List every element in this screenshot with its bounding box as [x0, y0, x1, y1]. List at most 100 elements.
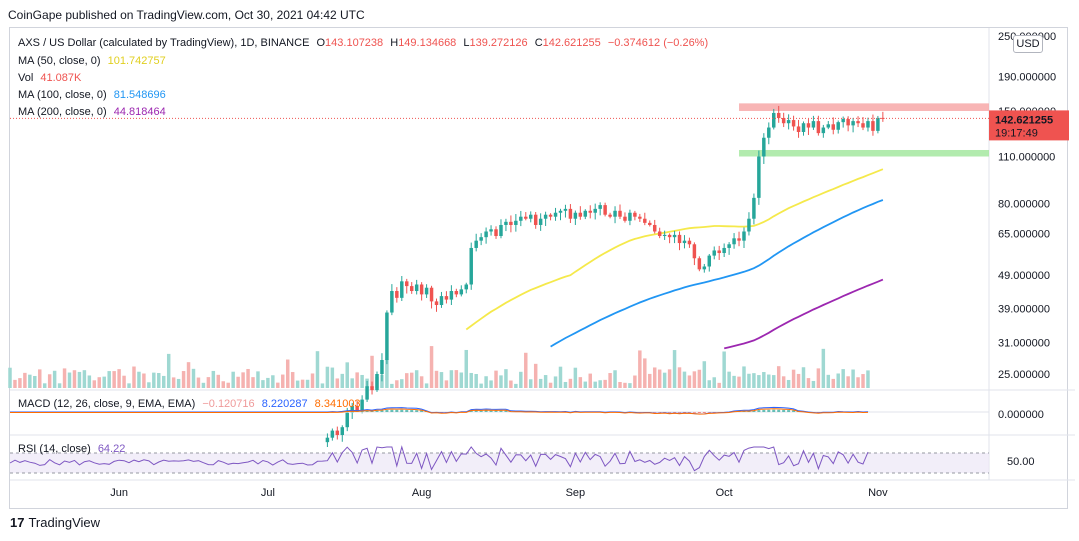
resistance-zone [739, 103, 989, 111]
candle-body [390, 291, 394, 313]
time-tick-label: Oct [716, 487, 733, 499]
candle-body [772, 112, 776, 128]
volume-bar [677, 367, 682, 388]
candle-body [529, 214, 533, 219]
macd-histogram-bar [415, 410, 419, 412]
volume-bar [112, 371, 116, 388]
volume-bar [588, 373, 592, 388]
volume-bar [672, 350, 677, 388]
volume-bar [419, 376, 424, 388]
candle-body [633, 212, 637, 217]
volume-bar [533, 363, 538, 388]
candle-body [419, 284, 424, 295]
candle-body [821, 127, 826, 134]
price-tick-label: 65.000000 [998, 229, 1050, 241]
macd-histogram-bar [752, 410, 756, 412]
volume-bar [132, 366, 136, 388]
macd-tick-label: 0.000000 [998, 409, 1044, 421]
chart-frame [9, 27, 1068, 509]
macd-histogram-bar [484, 410, 488, 412]
candle-body [543, 214, 548, 219]
legend-rsi-label: RSI (14, close) [18, 443, 91, 455]
volume-bar [811, 380, 816, 388]
legend-vol: Vol 41.087K [18, 72, 85, 84]
candle-body [340, 427, 345, 435]
candle-body [449, 291, 454, 300]
volume-bar [23, 372, 27, 388]
macd-signal-line [10, 408, 869, 415]
volume-bar [707, 380, 712, 388]
candle-body [712, 250, 716, 256]
volume-bar [747, 373, 751, 388]
candle-body [811, 121, 816, 128]
currency-selector[interactable]: USD [1013, 35, 1043, 53]
candle-body [325, 437, 330, 443]
volume-bar [370, 355, 374, 388]
candle-body [677, 234, 682, 244]
candle-body [791, 120, 796, 127]
volume-bar [732, 375, 736, 388]
candle-body [608, 214, 612, 217]
legend-ma50-label: MA (50, close, 0) [18, 55, 101, 67]
candle-body [548, 214, 553, 217]
volume-bar [801, 367, 806, 388]
footer-brand[interactable]: 17 TradingView [10, 515, 100, 530]
candle-body [335, 430, 340, 435]
volume-bar [424, 383, 429, 388]
volume-bar [841, 369, 845, 388]
candle-body [474, 240, 478, 248]
macd-histogram-bar [395, 409, 399, 412]
volume-bar [345, 362, 349, 388]
candle-body [469, 247, 473, 285]
volume-bar [692, 371, 697, 388]
volume-bar [414, 370, 419, 388]
legend-ohlc: AXS / US Dollar (calculated by TradingVi… [18, 37, 712, 49]
candle-body [806, 123, 811, 128]
volume-bar [757, 375, 761, 388]
volume-bar [717, 382, 721, 388]
candle-body [722, 247, 726, 254]
volume-bar [325, 366, 330, 388]
candle-body [841, 119, 845, 123]
volume-bar [772, 375, 776, 388]
volume-bar [509, 380, 513, 388]
candle-body [702, 266, 707, 270]
candle-body [876, 117, 880, 131]
macd-histogram-bar [782, 409, 786, 412]
candle-body [588, 210, 592, 213]
volume-bar [662, 372, 667, 388]
volume-bar [583, 381, 588, 388]
macd-histogram-bar [697, 412, 701, 414]
candle-body [762, 137, 766, 157]
volume-bar [196, 377, 201, 388]
time-tick-label: Jul [261, 487, 275, 499]
time-tick-label: Jun [110, 487, 128, 499]
volume-bar [861, 374, 865, 388]
candle-body [360, 399, 364, 411]
price-tick-label: 49.000000 [998, 270, 1050, 282]
volume-bar [543, 375, 548, 388]
candle-body [593, 208, 597, 213]
volume-bar [355, 372, 359, 388]
macd-histogram-bar [682, 412, 686, 413]
legend-rsi-value: 64.22 [97, 443, 126, 455]
candle-body [648, 222, 652, 225]
volume-bar [97, 377, 102, 388]
volume-bar [305, 379, 310, 388]
volume-bar [648, 373, 652, 388]
volume-bar [360, 374, 364, 388]
volume-bar [390, 383, 394, 388]
macd-histogram-bar [494, 410, 498, 412]
volume-bar [400, 379, 404, 388]
candle-body [439, 296, 444, 306]
volume-bar [786, 379, 791, 388]
legend-c-value: 142.621255 [542, 37, 601, 49]
candle-body [856, 121, 860, 124]
macd-histogram-bar [757, 410, 761, 412]
volume-bar [380, 374, 384, 388]
candle-body [826, 124, 831, 128]
volume-bar [454, 370, 459, 388]
candle-body [409, 286, 414, 292]
volume-bar [38, 369, 42, 388]
